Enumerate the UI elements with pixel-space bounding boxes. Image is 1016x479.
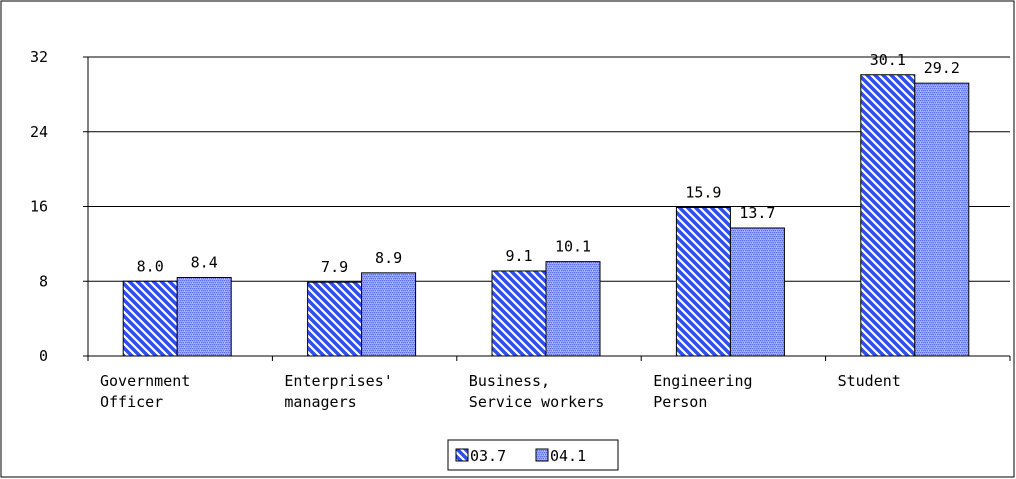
x-tick-label: Service workers	[469, 393, 604, 411]
legend-box	[447, 439, 619, 471]
bar	[176, 277, 232, 357]
value-label: 15.9	[685, 183, 721, 201]
value-label: 8.4	[191, 254, 218, 272]
y-tick-label: 8	[39, 272, 48, 290]
legend-label: 03.7	[470, 447, 506, 465]
value-label: 8.9	[375, 249, 402, 267]
y-tick-label: 24	[30, 123, 48, 141]
y-tick-label: 16	[30, 198, 48, 216]
bar	[307, 281, 363, 357]
legend-swatch	[455, 448, 469, 462]
y-tick-label: 0	[39, 347, 48, 365]
bar	[914, 82, 970, 357]
bar	[491, 270, 547, 357]
y-tick-label: 32	[30, 48, 48, 66]
legend-label: 04.1	[550, 447, 586, 465]
x-tick-label: managers	[284, 393, 356, 411]
x-tick-label: Engineering	[653, 372, 752, 390]
x-tick-label: Enterprises'	[284, 372, 392, 390]
value-label: 8.0	[137, 257, 164, 275]
value-label: 13.7	[739, 204, 775, 222]
value-label: 29.2	[924, 59, 960, 77]
bar	[545, 261, 601, 357]
x-tick-label: Government	[100, 372, 190, 390]
value-label: 9.1	[505, 247, 532, 265]
x-tick-label: Person	[653, 393, 707, 411]
value-label: 30.1	[870, 51, 906, 69]
bar	[675, 206, 731, 357]
bar	[122, 280, 178, 357]
legend-swatch	[535, 448, 549, 462]
x-tick-label: Officer	[100, 393, 163, 411]
bar	[729, 227, 785, 357]
bar	[860, 74, 916, 357]
value-label: 10.1	[555, 238, 591, 256]
bar	[361, 272, 417, 357]
value-label: 7.9	[321, 258, 348, 276]
x-tick-label: Student	[838, 372, 901, 390]
x-tick-label: Business,	[469, 372, 550, 390]
